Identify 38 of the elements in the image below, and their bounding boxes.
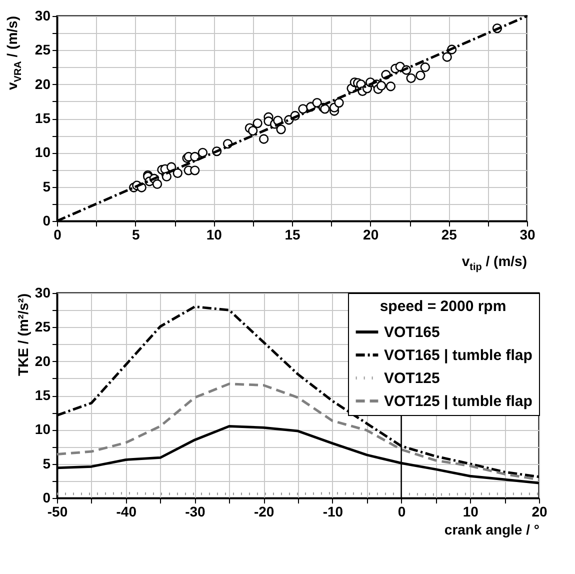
- y-tick-label: 5: [42, 455, 51, 472]
- x-tick-label: 20: [363, 226, 379, 242]
- line-series: [56, 382, 540, 481]
- y-axis-title: TKE / (m²/s²): [14, 294, 31, 376]
- y-tick-label: 30: [34, 284, 51, 300]
- y-tick-label: 10: [34, 144, 51, 160]
- y-tick-label: 10: [34, 421, 51, 438]
- y-tick-label: 15: [34, 387, 51, 403]
- x-tick-label: 5: [132, 226, 140, 242]
- legend-label: VOT165: [384, 324, 440, 341]
- legend-title: speed = 2000 rpm: [380, 298, 506, 315]
- x-tick-label: 25: [441, 226, 458, 242]
- x-tick-label: 30: [520, 226, 536, 242]
- legend-label: VOT125: [384, 370, 440, 387]
- y-tick-label: 25: [34, 318, 51, 335]
- x-tick-label: -40: [116, 504, 137, 520]
- y-tick-label: 20: [34, 352, 51, 369]
- x-tick-label: 10: [462, 504, 479, 520]
- y-tick-label: 25: [34, 42, 51, 58]
- x-tick-label: -10: [322, 504, 344, 520]
- x-tick-label: -20: [254, 504, 274, 520]
- y-tick-label: 30: [34, 8, 51, 24]
- legend-label: VOT125 | tumble flap: [384, 393, 532, 410]
- x-tick-label: 0: [54, 226, 62, 242]
- y-tick-label: 0: [42, 490, 51, 506]
- legend-label: VOT165 | tumble flap: [384, 347, 532, 364]
- x-tick-label: 15: [284, 226, 300, 242]
- y-tick-label: 5: [42, 178, 51, 194]
- y-tick-label: 15: [34, 110, 51, 126]
- y-tick-label: 20: [34, 76, 51, 92]
- y-tick-label: 0: [42, 212, 51, 228]
- x-tick-label: -50: [47, 504, 68, 520]
- x-tick-label: -30: [185, 504, 206, 520]
- x-axis-title: crank angle / °: [444, 522, 540, 538]
- x-tick-label: 20: [532, 504, 548, 520]
- x-tick-label: 10: [206, 226, 222, 242]
- y-axis-title: vVRA / (m/s): [4, 16, 24, 90]
- x-tick-label: 0: [398, 504, 406, 520]
